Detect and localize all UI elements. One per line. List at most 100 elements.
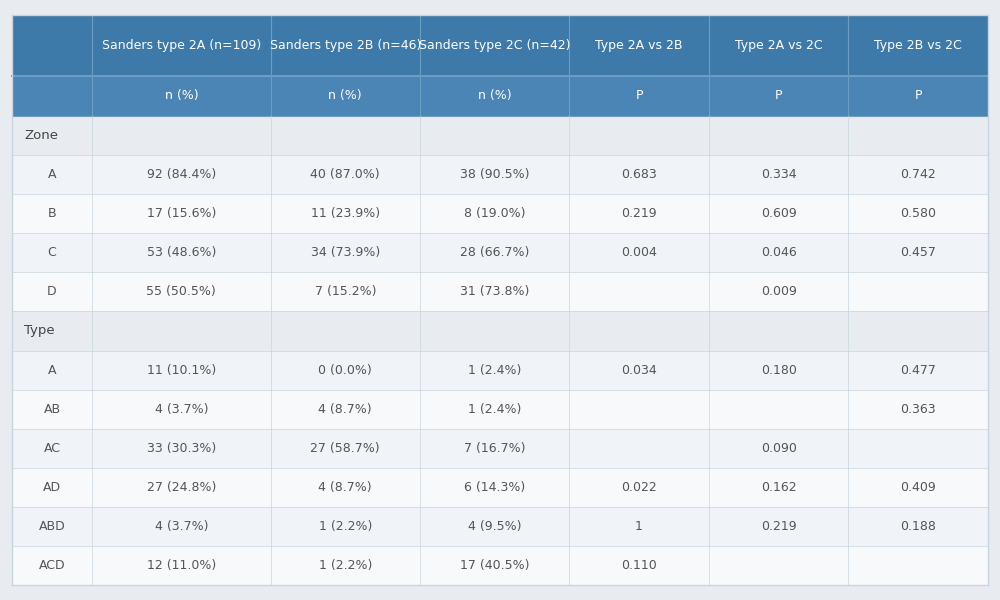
Text: 38 (90.5%): 38 (90.5%): [460, 168, 529, 181]
Bar: [12, 428, 92, 468]
Bar: [92, 389, 271, 428]
Bar: [92, 507, 271, 546]
Text: Type 2A vs 2C: Type 2A vs 2C: [735, 39, 822, 52]
Text: 7 (15.2%): 7 (15.2%): [315, 286, 376, 298]
Text: 4 (3.7%): 4 (3.7%): [155, 520, 208, 533]
Text: 17 (15.6%): 17 (15.6%): [147, 207, 216, 220]
Text: 0.180: 0.180: [761, 364, 797, 377]
Text: 1 (2.4%): 1 (2.4%): [468, 403, 521, 416]
Bar: [569, 428, 709, 468]
Bar: [569, 76, 709, 116]
Bar: [709, 389, 848, 428]
Text: 0.004: 0.004: [621, 247, 657, 259]
Text: 1: 1: [635, 520, 643, 533]
Bar: [569, 155, 709, 194]
Text: 11 (10.1%): 11 (10.1%): [147, 364, 216, 377]
Bar: [271, 233, 420, 272]
Text: C: C: [48, 247, 56, 259]
Bar: [92, 311, 271, 350]
Bar: [12, 350, 92, 389]
Text: AB: AB: [43, 403, 61, 416]
Text: 0.219: 0.219: [621, 207, 657, 220]
Bar: [569, 507, 709, 546]
Bar: [709, 233, 848, 272]
Bar: [271, 350, 420, 389]
Text: 34 (73.9%): 34 (73.9%): [311, 247, 380, 259]
Bar: [420, 468, 569, 507]
Bar: [92, 546, 271, 585]
Bar: [12, 194, 92, 233]
Bar: [848, 389, 988, 428]
Bar: [848, 428, 988, 468]
Text: 0.477: 0.477: [900, 364, 936, 377]
Bar: [848, 233, 988, 272]
Bar: [92, 155, 271, 194]
Text: 0.110: 0.110: [621, 559, 657, 572]
Bar: [848, 116, 988, 155]
Bar: [709, 116, 848, 155]
Bar: [420, 15, 569, 76]
Text: 12 (11.0%): 12 (11.0%): [147, 559, 216, 572]
Text: 31 (73.8%): 31 (73.8%): [460, 286, 529, 298]
Bar: [420, 194, 569, 233]
Bar: [271, 311, 420, 350]
Text: 40 (87.0%): 40 (87.0%): [310, 168, 380, 181]
Text: 53 (48.6%): 53 (48.6%): [147, 247, 216, 259]
Text: 0.580: 0.580: [900, 207, 936, 220]
Text: Sanders type 2B (n=46): Sanders type 2B (n=46): [270, 39, 421, 52]
Text: 6 (14.3%): 6 (14.3%): [464, 481, 525, 494]
Text: 55 (50.5%): 55 (50.5%): [146, 286, 216, 298]
Text: D: D: [47, 286, 57, 298]
Bar: [92, 428, 271, 468]
Text: 8 (19.0%): 8 (19.0%): [464, 207, 525, 220]
Bar: [709, 311, 848, 350]
Text: 0.162: 0.162: [761, 481, 796, 494]
Bar: [271, 546, 420, 585]
Bar: [848, 155, 988, 194]
Bar: [420, 428, 569, 468]
Text: P: P: [635, 89, 643, 103]
Text: 0.046: 0.046: [761, 247, 797, 259]
Bar: [12, 311, 92, 350]
Text: Zone: Zone: [24, 129, 58, 142]
Text: Type: Type: [24, 325, 55, 337]
Bar: [12, 76, 92, 116]
Bar: [271, 389, 420, 428]
Bar: [92, 116, 271, 155]
Bar: [92, 350, 271, 389]
Bar: [848, 350, 988, 389]
Text: 0 (0.0%): 0 (0.0%): [318, 364, 372, 377]
Text: n (%): n (%): [478, 89, 511, 103]
Text: 27 (58.7%): 27 (58.7%): [310, 442, 380, 455]
Text: n (%): n (%): [328, 89, 362, 103]
Text: 4 (9.5%): 4 (9.5%): [468, 520, 521, 533]
Bar: [569, 194, 709, 233]
Bar: [420, 546, 569, 585]
Bar: [569, 233, 709, 272]
Bar: [92, 272, 271, 311]
Bar: [420, 507, 569, 546]
Bar: [569, 546, 709, 585]
Bar: [848, 76, 988, 116]
Bar: [848, 507, 988, 546]
Text: AC: AC: [44, 442, 61, 455]
Text: 0.022: 0.022: [621, 481, 657, 494]
Text: 0.334: 0.334: [761, 168, 796, 181]
Bar: [271, 272, 420, 311]
Bar: [271, 155, 420, 194]
Bar: [271, 507, 420, 546]
Text: ABD: ABD: [39, 520, 65, 533]
Bar: [569, 272, 709, 311]
Bar: [92, 468, 271, 507]
Bar: [271, 116, 420, 155]
Bar: [271, 428, 420, 468]
Bar: [420, 116, 569, 155]
Bar: [848, 546, 988, 585]
Text: A: A: [48, 364, 56, 377]
Bar: [92, 76, 271, 116]
Text: B: B: [48, 207, 56, 220]
Bar: [569, 389, 709, 428]
Text: A: A: [48, 168, 56, 181]
Text: 1 (2.4%): 1 (2.4%): [468, 364, 521, 377]
Bar: [420, 272, 569, 311]
